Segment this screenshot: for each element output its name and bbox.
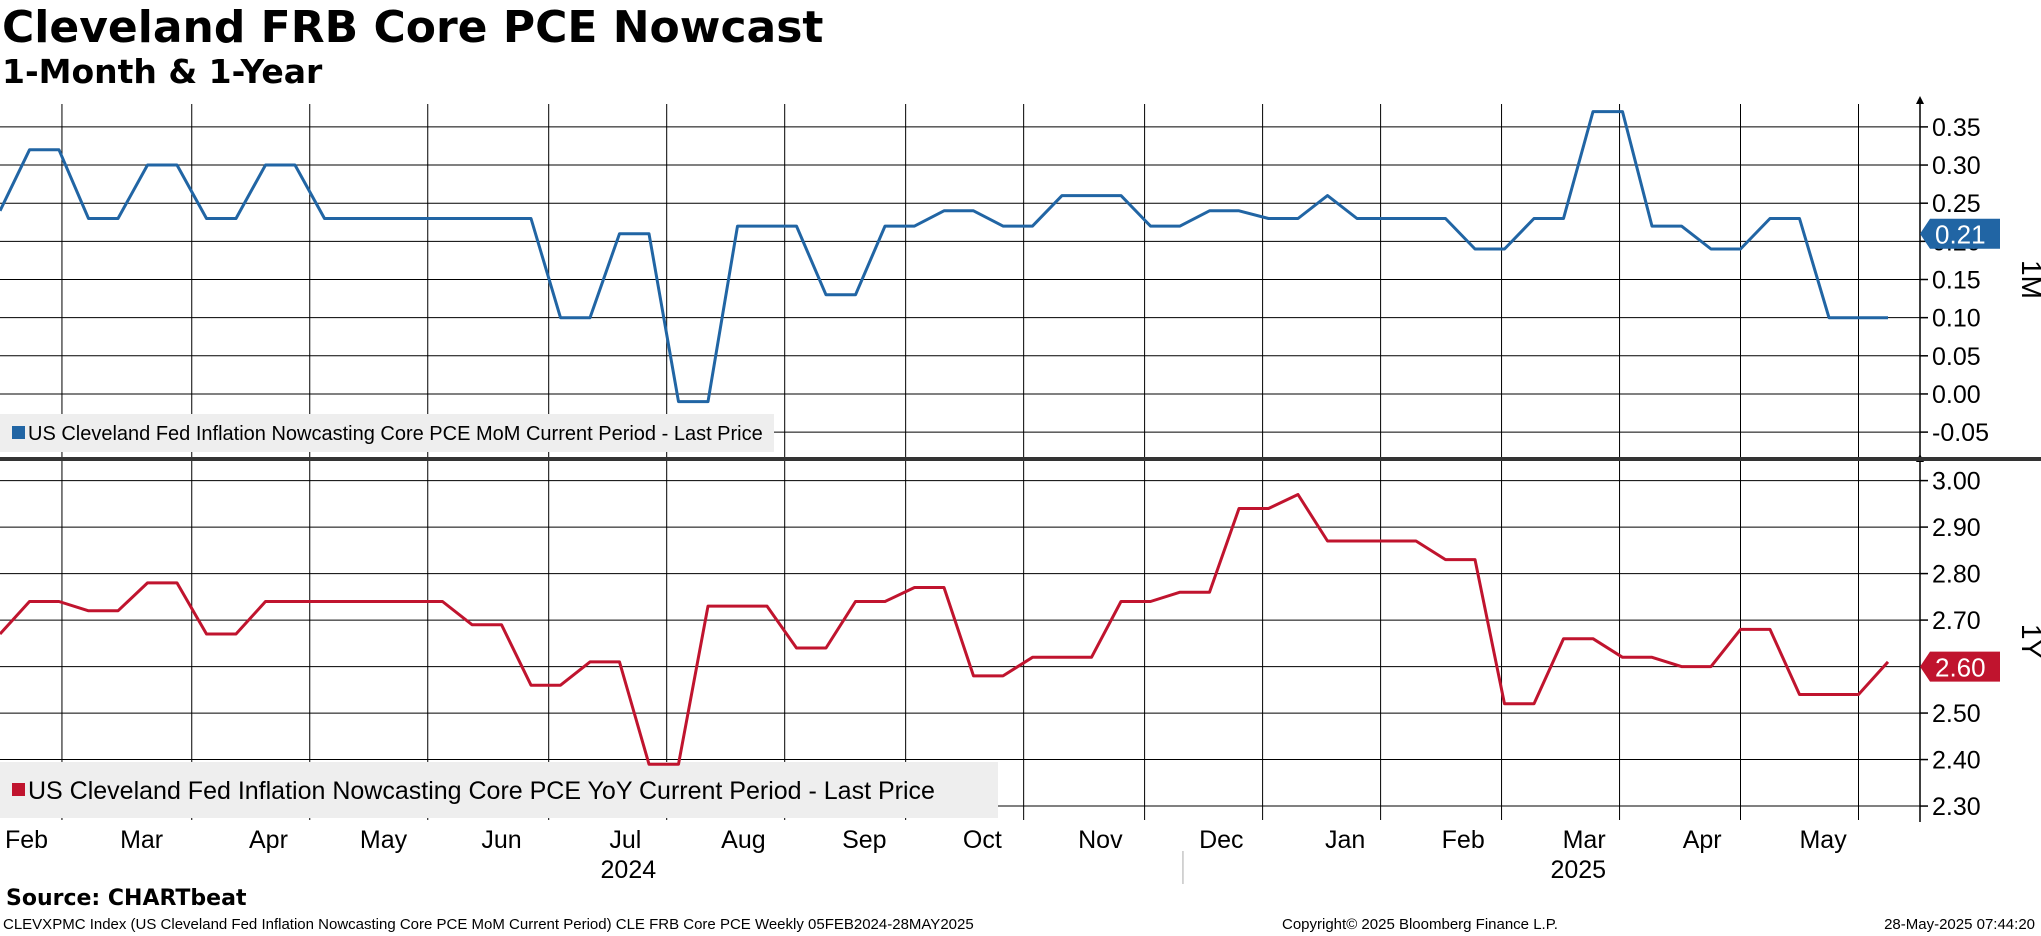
bottom-legend-label: US Cleveland Fed Inflation Nowcasting Co… <box>28 777 935 805</box>
bottom-y-tick-label: 2.30 <box>1932 793 1981 821</box>
footer-timestamp: 28-May-2025 07:44:20 <box>1884 916 2035 933</box>
x-month-label: Jan <box>1325 826 1365 854</box>
top-y-tick-label: -0.05 <box>1932 419 1989 447</box>
x-month-label: Mar <box>120 826 163 854</box>
chart-title: Cleveland FRB Core PCE Nowcast <box>2 2 824 53</box>
top-legend-label: US Cleveland Fed Inflation Nowcasting Co… <box>28 423 763 445</box>
source-label: Source: CHARTbeat <box>6 886 247 911</box>
top-y-tick-label: 0.15 <box>1932 267 1981 295</box>
bottom-last-value-tag <box>1920 651 2000 682</box>
bottom-y-tick-label: 3.00 <box>1932 468 1981 496</box>
x-month-label: May <box>1799 826 1847 854</box>
chart-subtitle: 1-Month & 1-Year <box>2 52 323 91</box>
x-month-label: Apr <box>1683 826 1722 854</box>
top-last-value-tag <box>1920 218 2000 249</box>
bottom-legend-box <box>0 762 998 818</box>
top-y-tick-label: 0.10 <box>1932 305 1981 333</box>
top-y-axis-arrow <box>1916 96 1924 104</box>
bottom-y-tick-label: 2.40 <box>1932 747 1981 775</box>
top-y-tick-label: 0.30 <box>1932 152 1981 180</box>
footer-ticker-description: CLEVXPMC Index (US Cleveland Fed Inflati… <box>3 916 974 933</box>
top-y-tick-label: 0.05 <box>1932 343 1981 371</box>
bottom-y-tick-label: 2.80 <box>1932 561 1981 589</box>
x-month-label: Jun <box>481 826 521 854</box>
panel-divider <box>0 457 2041 461</box>
top-legend-box <box>0 414 774 452</box>
x-month-label: Oct <box>963 826 1002 854</box>
x-month-label: May <box>360 826 408 854</box>
bottom-series-line <box>0 493 1890 766</box>
x-month-label: Mar <box>1563 826 1606 854</box>
top-y-tick-label: 0.25 <box>1932 190 1981 218</box>
x-month-label: Dec <box>1199 826 1243 854</box>
x-month-label: Apr <box>249 826 288 854</box>
top-y-tick-label: 0.35 <box>1932 114 1981 142</box>
top-y-tick-label: 0.00 <box>1932 381 1981 409</box>
top-legend-swatch <box>12 426 25 439</box>
bottom-y-tick-label: 2.90 <box>1932 514 1981 542</box>
x-month-label: Aug <box>721 826 765 854</box>
bottom-y-tick-label: 2.70 <box>1932 607 1981 635</box>
x-month-label: Feb <box>5 826 48 854</box>
bottom-axis-side-label: 1Y <box>2016 624 2041 659</box>
x-year-label: 2024 <box>601 856 657 884</box>
x-month-label: Feb <box>1442 826 1485 854</box>
top-series-line <box>0 110 1888 404</box>
bottom-legend-swatch <box>12 783 25 796</box>
x-year-label: 2025 <box>1550 856 1606 884</box>
x-month-label: Nov <box>1078 826 1123 854</box>
bottom-last-value-label: 2.60 <box>1935 653 1986 683</box>
x-month-label: Sep <box>842 826 886 854</box>
x-month-label: Jul <box>609 826 641 854</box>
top-axis-side-label: 1M <box>2016 260 2041 299</box>
bottom-y-tick-label: 2.50 <box>1932 700 1981 728</box>
top-last-value-label: 0.21 <box>1935 220 1986 250</box>
footer-copyright: Copyright© 2025 Bloomberg Finance L.P. <box>1282 916 1558 933</box>
